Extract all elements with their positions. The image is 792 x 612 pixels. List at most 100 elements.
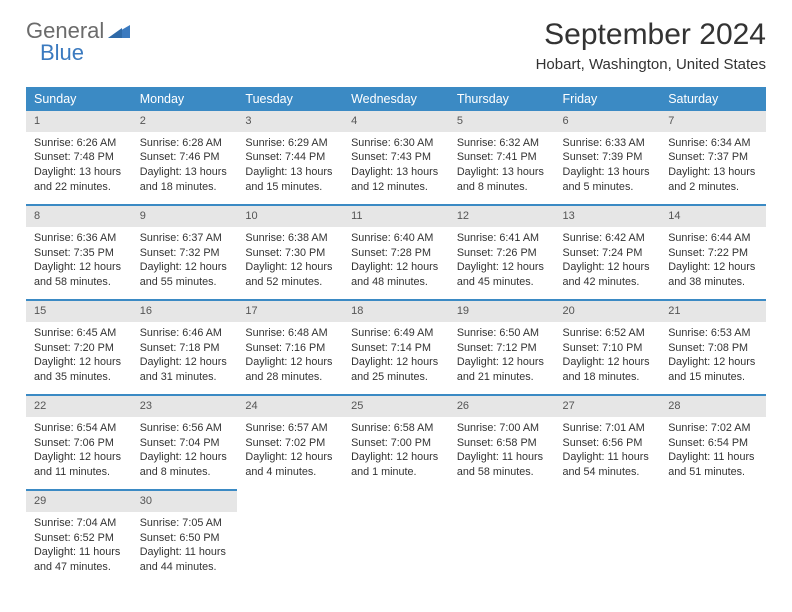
day-number: 28 [660,396,766,417]
day-body: Sunrise: 6:46 AMSunset: 7:18 PMDaylight:… [132,322,238,394]
sunrise-line: Sunrise: 7:01 AM [563,421,653,436]
daylight-line-2: and 12 minutes. [351,180,441,195]
daylight-line-2: and 8 minutes. [457,180,547,195]
sunset-line: Sunset: 6:52 PM [34,531,124,546]
calendar-day-cell: 11Sunrise: 6:40 AMSunset: 7:28 PMDayligh… [343,205,449,300]
calendar-day-cell: 26Sunrise: 7:00 AMSunset: 6:58 PMDayligh… [449,395,555,490]
daylight-line-1: Daylight: 13 hours [34,165,124,180]
daylight-line-2: and 25 minutes. [351,370,441,385]
calendar-day-cell: .. [237,490,343,584]
weekday-header-row: SundayMondayTuesdayWednesdayThursdayFrid… [26,87,766,111]
calendar-day-cell: 24Sunrise: 6:57 AMSunset: 7:02 PMDayligh… [237,395,343,490]
day-number: 21 [660,301,766,322]
sunrise-line: Sunrise: 6:52 AM [563,326,653,341]
daylight-line-1: Daylight: 11 hours [34,545,124,560]
daylight-line-1: Daylight: 12 hours [457,355,547,370]
daylight-line-1: Daylight: 12 hours [457,260,547,275]
daylight-line-2: and 4 minutes. [245,465,335,480]
calendar-day-cell: 23Sunrise: 6:56 AMSunset: 7:04 PMDayligh… [132,395,238,490]
day-number: 18 [343,301,449,322]
calendar-day-cell: 30Sunrise: 7:05 AMSunset: 6:50 PMDayligh… [132,490,238,584]
calendar-day-cell: 5Sunrise: 6:32 AMSunset: 7:41 PMDaylight… [449,111,555,205]
sunrise-line: Sunrise: 6:26 AM [34,136,124,151]
sunset-line: Sunset: 6:54 PM [668,436,758,451]
calendar-day-cell: 7Sunrise: 6:34 AMSunset: 7:37 PMDaylight… [660,111,766,205]
calendar-week-row: 8Sunrise: 6:36 AMSunset: 7:35 PMDaylight… [26,205,766,300]
daylight-line-2: and 18 minutes. [140,180,230,195]
daylight-line-1: Daylight: 12 hours [140,355,230,370]
daylight-line-2: and 45 minutes. [457,275,547,290]
calendar-day-cell: 6Sunrise: 6:33 AMSunset: 7:39 PMDaylight… [555,111,661,205]
day-body: Sunrise: 6:56 AMSunset: 7:04 PMDaylight:… [132,417,238,489]
day-number: 9 [132,206,238,227]
sunrise-line: Sunrise: 7:05 AM [140,516,230,531]
daylight-line-1: Daylight: 11 hours [140,545,230,560]
sunset-line: Sunset: 7:22 PM [668,246,758,261]
sunrise-line: Sunrise: 6:53 AM [668,326,758,341]
day-number: 29 [26,491,132,512]
day-body: Sunrise: 6:45 AMSunset: 7:20 PMDaylight:… [26,322,132,394]
calendar-day-cell: 22Sunrise: 6:54 AMSunset: 7:06 PMDayligh… [26,395,132,490]
sunset-line: Sunset: 7:18 PM [140,341,230,356]
sunset-line: Sunset: 7:08 PM [668,341,758,356]
calendar-day-cell: 3Sunrise: 6:29 AMSunset: 7:44 PMDaylight… [237,111,343,205]
sunrise-line: Sunrise: 6:46 AM [140,326,230,341]
daylight-line-1: Daylight: 12 hours [351,260,441,275]
daylight-line-2: and 48 minutes. [351,275,441,290]
calendar-week-row: 15Sunrise: 6:45 AMSunset: 7:20 PMDayligh… [26,300,766,395]
daylight-line-2: and 2 minutes. [668,180,758,195]
day-number: 12 [449,206,555,227]
day-number: 24 [237,396,343,417]
day-body: Sunrise: 6:48 AMSunset: 7:16 PMDaylight:… [237,322,343,394]
day-body: Sunrise: 6:54 AMSunset: 7:06 PMDaylight:… [26,417,132,489]
logo-text-blue: Blue [40,40,84,66]
sunset-line: Sunset: 7:44 PM [245,150,335,165]
daylight-line-1: Daylight: 12 hours [351,355,441,370]
calendar-week-row: 29Sunrise: 7:04 AMSunset: 6:52 PMDayligh… [26,490,766,584]
day-body: Sunrise: 6:37 AMSunset: 7:32 PMDaylight:… [132,227,238,299]
day-number: 25 [343,396,449,417]
sunset-line: Sunset: 7:39 PM [563,150,653,165]
day-number: 5 [449,111,555,132]
sunset-line: Sunset: 7:43 PM [351,150,441,165]
sunrise-line: Sunrise: 6:29 AM [245,136,335,151]
day-body: Sunrise: 6:30 AMSunset: 7:43 PMDaylight:… [343,132,449,204]
day-number: 23 [132,396,238,417]
day-body: Sunrise: 7:00 AMSunset: 6:58 PMDaylight:… [449,417,555,489]
sunset-line: Sunset: 6:50 PM [140,531,230,546]
daylight-line-1: Daylight: 12 hours [245,260,335,275]
sunset-line: Sunset: 6:56 PM [563,436,653,451]
sunset-line: Sunset: 7:02 PM [245,436,335,451]
calendar-day-cell: 28Sunrise: 7:02 AMSunset: 6:54 PMDayligh… [660,395,766,490]
day-body: Sunrise: 6:40 AMSunset: 7:28 PMDaylight:… [343,227,449,299]
day-number: 13 [555,206,661,227]
day-body: Sunrise: 7:04 AMSunset: 6:52 PMDaylight:… [26,512,132,584]
day-body: Sunrise: 6:29 AMSunset: 7:44 PMDaylight:… [237,132,343,204]
sunrise-line: Sunrise: 7:04 AM [34,516,124,531]
sunset-line: Sunset: 7:16 PM [245,341,335,356]
day-number: 1 [26,111,132,132]
weekday-header: Tuesday [237,87,343,111]
day-number: 26 [449,396,555,417]
daylight-line-1: Daylight: 12 hours [34,450,124,465]
sunset-line: Sunset: 7:35 PM [34,246,124,261]
daylight-line-2: and 5 minutes. [563,180,653,195]
day-number: 17 [237,301,343,322]
sunrise-line: Sunrise: 6:58 AM [351,421,441,436]
weekday-header: Wednesday [343,87,449,111]
daylight-line-1: Daylight: 11 hours [457,450,547,465]
day-body: Sunrise: 6:32 AMSunset: 7:41 PMDaylight:… [449,132,555,204]
day-body: Sunrise: 6:53 AMSunset: 7:08 PMDaylight:… [660,322,766,394]
daylight-line-1: Daylight: 13 hours [668,165,758,180]
day-number: 27 [555,396,661,417]
daylight-line-2: and 54 minutes. [563,465,653,480]
daylight-line-2: and 55 minutes. [140,275,230,290]
daylight-line-2: and 8 minutes. [140,465,230,480]
calendar-day-cell: 12Sunrise: 6:41 AMSunset: 7:26 PMDayligh… [449,205,555,300]
sunrise-line: Sunrise: 6:40 AM [351,231,441,246]
daylight-line-2: and 15 minutes. [668,370,758,385]
daylight-line-1: Daylight: 12 hours [668,260,758,275]
sunset-line: Sunset: 7:24 PM [563,246,653,261]
sunrise-line: Sunrise: 6:37 AM [140,231,230,246]
day-number: 11 [343,206,449,227]
